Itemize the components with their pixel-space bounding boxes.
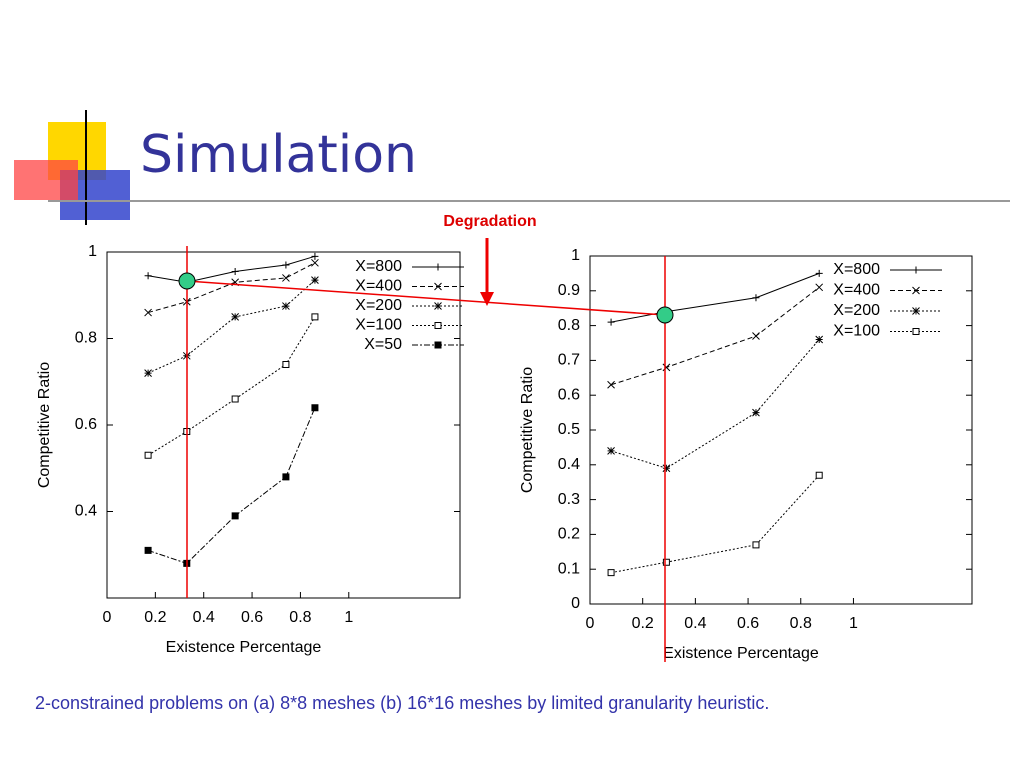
y-tick-label: 0.5 (558, 421, 580, 438)
y-tick-label: 1 (571, 247, 580, 264)
legend-label: X=400 (833, 282, 880, 299)
data-point (282, 274, 290, 282)
overlay (178, 238, 674, 662)
x-tick-label: 0.8 (790, 615, 812, 632)
x-axis-label: Existence Percentage (166, 639, 322, 656)
legend-label: X=200 (355, 297, 402, 314)
data-point (282, 261, 290, 269)
data-point (282, 360, 290, 368)
legend-label: X=800 (355, 258, 402, 275)
legend-marker (912, 328, 920, 335)
data-point (815, 269, 823, 277)
highlight (656, 306, 674, 324)
y-tick-label: 0.3 (558, 491, 580, 508)
legend-marker (434, 282, 442, 291)
series-line (610, 474, 820, 574)
y-tick-label: 0 (571, 595, 580, 612)
legend-label: X=400 (355, 278, 402, 295)
legend-label: X=800 (833, 261, 880, 278)
data-point (662, 464, 671, 473)
data-point (607, 447, 615, 455)
data-point (282, 473, 290, 481)
data-point (662, 363, 671, 372)
x-tick-label: 0 (586, 615, 595, 632)
caption: 2-constrained problems on (a) 8*8 meshes… (35, 693, 769, 713)
data-point (144, 451, 152, 459)
y-tick-label: 0.8 (75, 330, 97, 347)
data-point (752, 332, 760, 340)
y-tick-label: 0.6 (558, 386, 580, 403)
data-point (607, 380, 615, 389)
data-point (231, 313, 239, 321)
y-tick-label: 0.7 (558, 352, 580, 369)
data-point (231, 395, 239, 403)
data-point (311, 258, 319, 267)
x-tick-label: 0.2 (632, 615, 654, 632)
data-point (144, 369, 152, 377)
y-tick-label: 0.4 (558, 456, 580, 473)
data-point (752, 294, 760, 302)
y-tick-label: 1 (88, 243, 97, 260)
series-line (610, 272, 820, 323)
data-point (311, 276, 319, 284)
legend-marker (912, 307, 920, 315)
x-tick-label: 1 (849, 615, 858, 632)
x-tick-label: 0.4 (193, 609, 215, 626)
y-axis-label: Competitive Ratio (36, 362, 53, 488)
legend-marker (434, 263, 442, 271)
legend-label: X=200 (833, 302, 880, 319)
x-tick-label: 0.6 (241, 609, 263, 626)
legend-label: X=100 (355, 317, 402, 334)
x-axis-label: Existence Percentage (663, 645, 819, 662)
connector (186, 280, 666, 316)
data-point (144, 308, 152, 317)
legend-label: X=50 (364, 336, 402, 353)
legend-marker (434, 302, 442, 310)
data-point (815, 335, 824, 344)
y-tick-label: 0.1 (558, 560, 580, 577)
series-line (610, 339, 820, 469)
data-point (144, 546, 152, 554)
data-point (231, 267, 239, 275)
slide-title: Simulation (140, 125, 417, 185)
data-point (311, 252, 319, 260)
legend-marker (912, 266, 920, 274)
x-tick-label: 0.2 (144, 609, 166, 626)
data-point (815, 471, 823, 479)
x-tick-label: 1 (344, 609, 353, 626)
data-point (144, 272, 152, 280)
y-tick-label: 0.2 (558, 526, 580, 543)
legend-marker (434, 341, 442, 349)
legend-marker (912, 286, 920, 295)
data-point (231, 512, 239, 520)
x-tick-label: 0 (103, 609, 112, 626)
x-tick-label: 0.6 (737, 615, 759, 632)
y-axis-label: Competitive Ratio (519, 367, 536, 493)
deco-red (14, 160, 78, 200)
data-point (752, 541, 760, 549)
legend-label: X=100 (833, 323, 880, 340)
data-point (607, 318, 615, 326)
data-point (311, 404, 319, 412)
x-tick-label: 0.4 (684, 615, 706, 632)
charts: 0.4 0.6 0.8 1 0 0.2 0.4 0.6 0.8 1 Existence Percen… (36, 243, 973, 662)
legend-marker (434, 322, 442, 329)
data-point (752, 408, 760, 417)
x-tick-label: 0.8 (289, 609, 311, 626)
data-point (607, 569, 615, 577)
y-tick-label: 0.6 (75, 416, 97, 433)
series-line (610, 286, 820, 386)
data-point (282, 302, 290, 310)
y-tick-label: 0.4 (75, 503, 97, 520)
annotation: Degradation (443, 213, 536, 230)
data-point (311, 313, 319, 321)
y-tick-label: 0.9 (558, 282, 580, 299)
y-tick-label: 0.8 (558, 317, 580, 334)
arrow-head (480, 292, 494, 306)
highlight (178, 272, 196, 290)
data-point (815, 283, 824, 292)
